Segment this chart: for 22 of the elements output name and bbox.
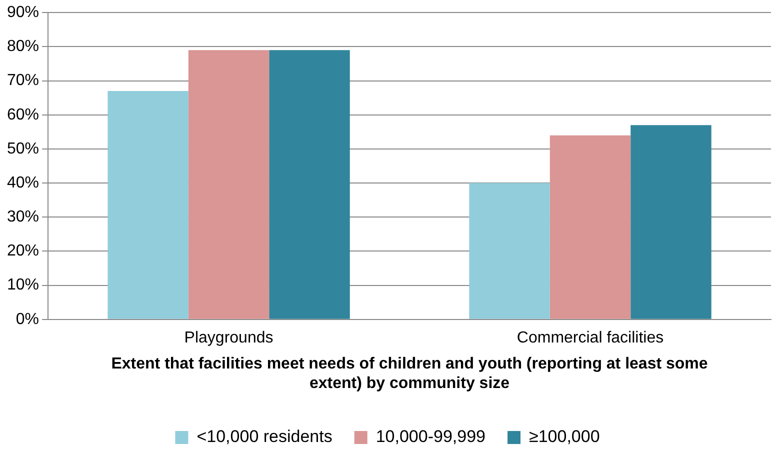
y-tick-label: 70% bbox=[6, 72, 40, 90]
y-tick-label: 90% bbox=[6, 4, 40, 22]
legend-label: 10,000-99,999 bbox=[376, 427, 486, 446]
bar bbox=[188, 50, 270, 319]
legend-label: <10,000 residents bbox=[196, 427, 332, 446]
bar bbox=[108, 91, 188, 319]
bar bbox=[469, 183, 550, 319]
legend-label: ≥100,000 bbox=[529, 427, 600, 446]
y-tick-label: 0% bbox=[16, 310, 40, 328]
y-tick-label: 80% bbox=[6, 38, 40, 56]
y-tick-label: 10% bbox=[6, 276, 40, 294]
bar bbox=[630, 125, 712, 319]
x-tick-label: Playgrounds bbox=[184, 329, 274, 346]
x-tick-label: Commercial facilities bbox=[516, 329, 664, 346]
bar bbox=[269, 50, 350, 319]
y-tick-label: 20% bbox=[6, 242, 40, 260]
y-tick-label: 60% bbox=[6, 106, 40, 124]
bar bbox=[550, 135, 631, 319]
x-axis-title: Extent that facilities meet needs of children and youth (reporting at least some extent) by community size bbox=[111, 356, 708, 392]
y-tick-label: 50% bbox=[6, 140, 40, 158]
y-tick-label: 40% bbox=[6, 174, 40, 192]
y-tick-label: 30% bbox=[6, 208, 40, 226]
